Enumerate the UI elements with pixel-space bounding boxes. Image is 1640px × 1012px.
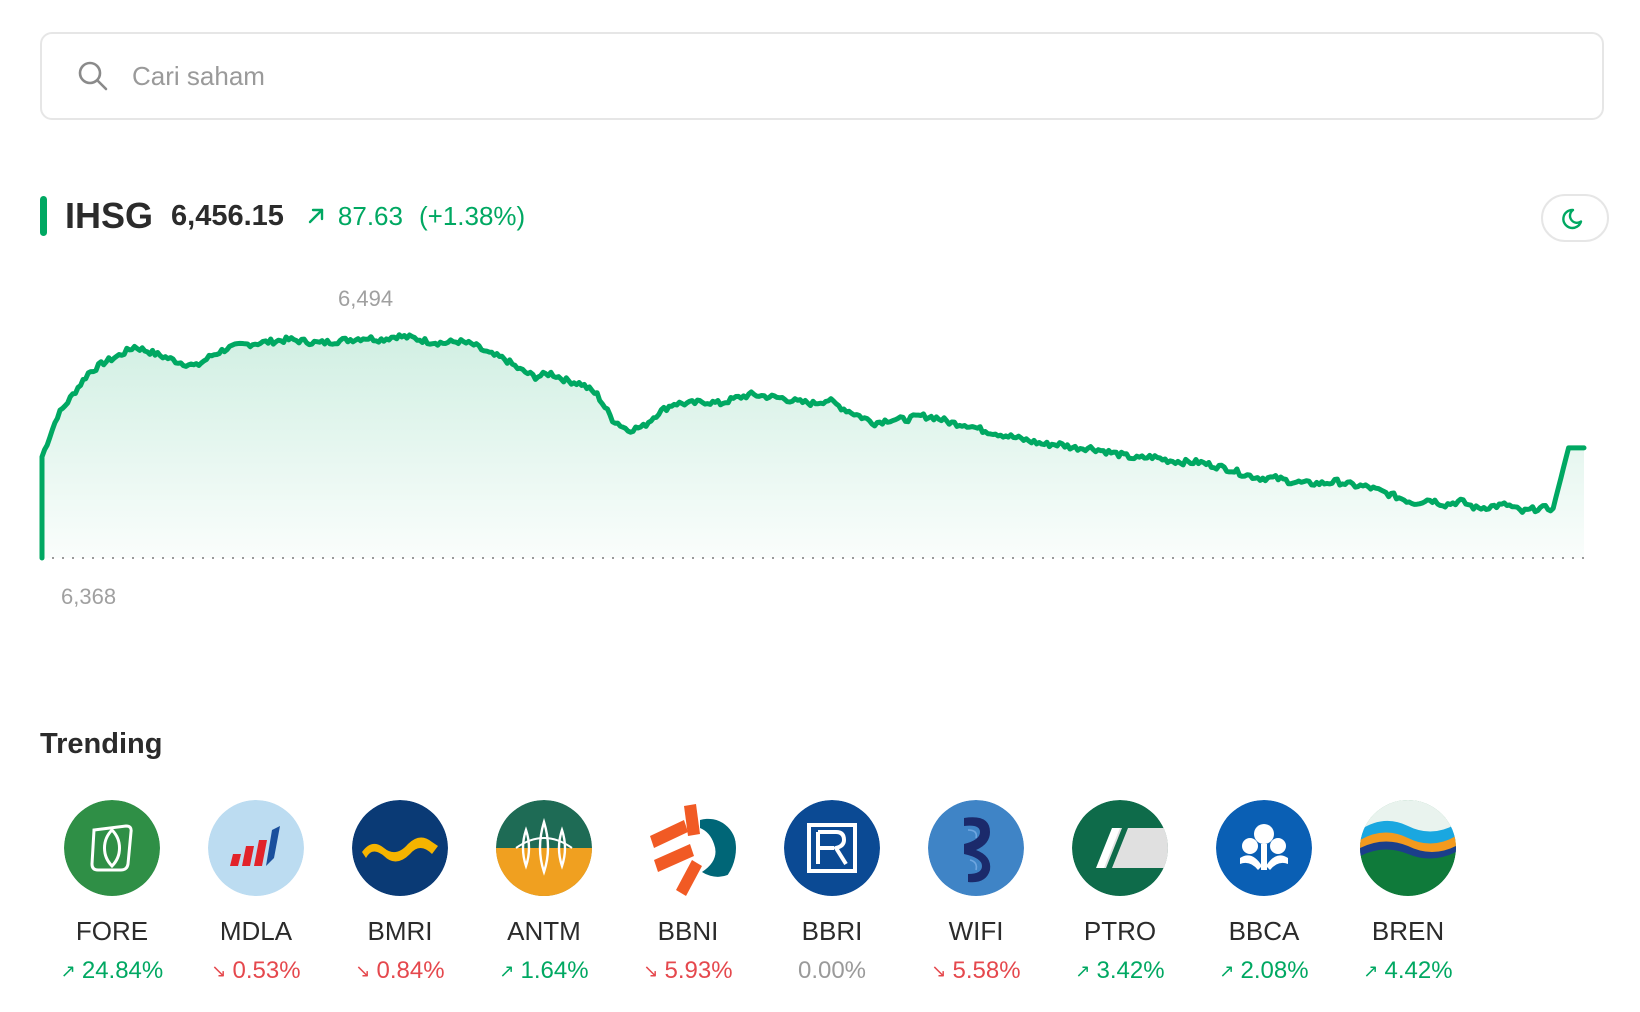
chart-high-label: 6,494: [338, 286, 393, 311]
antm-logo-icon: [496, 800, 592, 896]
arrow-up-right-icon: ↗: [1363, 960, 1379, 981]
stock-change: ↘ 5.93%: [643, 957, 733, 984]
chart-low-label: 6,368: [61, 584, 116, 609]
trending-stock-bbri[interactable]: BBRI 0.00%: [760, 800, 904, 985]
index-name: IHSG: [65, 195, 154, 236]
moon-icon: [1562, 208, 1583, 230]
theme-toggle-button[interactable]: [1541, 194, 1609, 242]
index-change-value: 87.63: [337, 200, 403, 231]
trending-stock-ptro[interactable]: PTRO ↗ 3.42%: [1048, 800, 1192, 985]
stock-change: ↗ 1.64%: [499, 957, 589, 984]
trending-stock-bbca[interactable]: BBCA ↗ 2.08%: [1192, 800, 1336, 985]
wifi-logo-icon: [928, 800, 1024, 896]
bren-logo-icon: [1360, 800, 1456, 896]
index-value: 6,456.15: [171, 199, 284, 232]
trending-stock-wifi[interactable]: WIFI ↘ 5.58%: [904, 800, 1048, 985]
stock-change: ↗ 24.84%: [60, 957, 164, 984]
trending-list: FORE ↗ 24.84% MDLA ↘ 0.53% BMRI ↘ 0.84%: [40, 800, 1480, 985]
chart-line: [39, 332, 1587, 561]
arrow-down-right-icon: ↘: [931, 960, 947, 981]
trending-stock-antm[interactable]: ANTM ↗ 1.64%: [472, 800, 616, 985]
ptro-logo-icon: [1072, 800, 1168, 896]
stock-change: 0.00%: [797, 957, 867, 984]
index-chart: 6,494 6,368: [39, 286, 1587, 609]
fore-logo-icon: [64, 800, 160, 896]
chart-area: [42, 334, 1584, 558]
index-change: 87.63 (+1.38%): [306, 201, 525, 232]
stock-ticker: ANTM: [507, 916, 581, 946]
index-change-pct: (+1.38%): [418, 200, 526, 231]
stock-change: ↘ 0.53%: [211, 957, 301, 984]
stock-ticker: WIFI: [948, 916, 1004, 946]
stock-ticker: BBRI: [801, 916, 863, 946]
stock-ticker: BREN: [1371, 916, 1445, 946]
index-header: IHSG 6,456.15 87.63 (+1.38%): [40, 194, 525, 238]
stock-change: ↗ 4.42%: [1363, 957, 1453, 984]
stock-ticker: FORE: [75, 916, 149, 946]
arrow-down-right-icon: ↘: [211, 960, 227, 981]
index-accent-bar: [40, 196, 47, 236]
search-icon: [78, 61, 108, 91]
trending-stock-bren[interactable]: BREN ↗ 4.42%: [1336, 800, 1480, 985]
trending-stock-fore[interactable]: FORE ↗ 24.84%: [40, 800, 184, 985]
trending-stock-mdla[interactable]: MDLA ↘ 0.53%: [184, 800, 328, 985]
arrow-down-right-icon: ↘: [355, 960, 371, 981]
stock-change: ↘ 0.84%: [355, 957, 445, 984]
search-bar[interactable]: [40, 32, 1604, 120]
search-input[interactable]: [132, 60, 1532, 92]
trending-stock-bmri[interactable]: BMRI ↘ 0.84%: [328, 800, 472, 985]
stock-change: ↗ 3.42%: [1075, 957, 1165, 984]
arrow-up-right-icon: ↗: [1219, 960, 1235, 981]
trending-stock-bbni[interactable]: BBNI ↘ 5.93%: [616, 800, 760, 985]
stock-ticker: BBNI: [657, 916, 719, 946]
trending-title: Trending: [40, 728, 163, 760]
stock-ticker: BBCA: [1228, 916, 1300, 946]
arrow-down-right-icon: ↘: [643, 960, 659, 981]
bmri-logo-icon: [352, 800, 448, 896]
bbni-logo-icon: [640, 800, 736, 896]
arrow-up-right-icon: ↗: [499, 960, 515, 981]
stock-ticker: MDLA: [219, 916, 293, 946]
arrow-up-right-icon: ↗: [60, 960, 76, 981]
arrow-up-right-icon: ↗: [1075, 960, 1091, 981]
bbri-logo-icon: [784, 800, 880, 896]
arrow-up-right-icon: [308, 208, 324, 224]
bbca-logo-icon: [1216, 800, 1312, 896]
stock-ticker: BMRI: [367, 916, 433, 946]
stock-ticker: PTRO: [1083, 916, 1157, 946]
stock-change: ↗ 2.08%: [1219, 957, 1309, 984]
stock-change: ↘ 5.58%: [931, 957, 1021, 984]
mdla-logo-icon: [208, 800, 304, 896]
